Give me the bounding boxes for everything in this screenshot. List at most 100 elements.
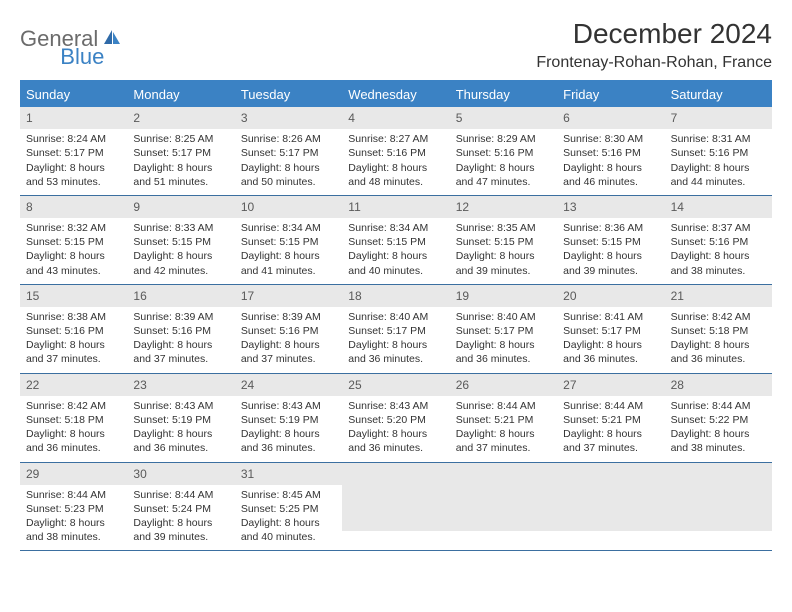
day-number: 10 [235,196,342,218]
day-cell: 7Sunrise: 8:31 AMSunset: 5:16 PMDaylight… [665,107,772,195]
day-cell: 5Sunrise: 8:29 AMSunset: 5:16 PMDaylight… [450,107,557,195]
week-row: 29Sunrise: 8:44 AMSunset: 5:23 PMDayligh… [20,463,772,552]
day-body: Sunrise: 8:35 AMSunset: 5:15 PMDaylight:… [450,218,557,284]
daylight-text: Daylight: 8 hours and 36 minutes. [563,338,658,366]
sunrise-text: Sunrise: 8:34 AM [241,221,336,235]
daylight-text: Daylight: 8 hours and 36 minutes. [671,338,766,366]
sunrise-text: Sunrise: 8:26 AM [241,132,336,146]
sunrise-text: Sunrise: 8:36 AM [563,221,658,235]
day-body: Sunrise: 8:42 AMSunset: 5:18 PMDaylight:… [665,307,772,373]
sunrise-text: Sunrise: 8:44 AM [563,399,658,413]
weekday-header: Sunday [20,82,127,107]
weekday-header: Tuesday [235,82,342,107]
day-number: 25 [342,374,449,396]
sunrise-text: Sunrise: 8:38 AM [26,310,121,324]
sunset-text: Sunset: 5:16 PM [241,324,336,338]
day-cell: 2Sunrise: 8:25 AMSunset: 5:17 PMDaylight… [127,107,234,195]
day-cell: 11Sunrise: 8:34 AMSunset: 5:15 PMDayligh… [342,196,449,284]
sunset-text: Sunset: 5:24 PM [133,502,228,516]
day-number: 27 [557,374,664,396]
day-cell: 16Sunrise: 8:39 AMSunset: 5:16 PMDayligh… [127,285,234,373]
day-cell: 21Sunrise: 8:42 AMSunset: 5:18 PMDayligh… [665,285,772,373]
day-number: 9 [127,196,234,218]
day-body: Sunrise: 8:38 AMSunset: 5:16 PMDaylight:… [20,307,127,373]
sunrise-text: Sunrise: 8:44 AM [133,488,228,502]
weekday-header: Monday [127,82,234,107]
sunset-text: Sunset: 5:15 PM [563,235,658,249]
sunrise-text: Sunrise: 8:34 AM [348,221,443,235]
day-number: 1 [20,107,127,129]
day-body: Sunrise: 8:44 AMSunset: 5:22 PMDaylight:… [665,396,772,462]
sunset-text: Sunset: 5:17 PM [133,146,228,160]
sunrise-text: Sunrise: 8:44 AM [26,488,121,502]
daylight-text: Daylight: 8 hours and 50 minutes. [241,161,336,189]
sunset-text: Sunset: 5:17 PM [241,146,336,160]
sunset-text: Sunset: 5:25 PM [241,502,336,516]
weekday-header: Thursday [450,82,557,107]
day-number: 16 [127,285,234,307]
day-body: Sunrise: 8:39 AMSunset: 5:16 PMDaylight:… [127,307,234,373]
day-body: Sunrise: 8:44 AMSunset: 5:23 PMDaylight:… [20,485,127,551]
day-body: Sunrise: 8:31 AMSunset: 5:16 PMDaylight:… [665,129,772,195]
daylight-text: Daylight: 8 hours and 37 minutes. [456,427,551,455]
day-number: 8 [20,196,127,218]
day-cell: 4Sunrise: 8:27 AMSunset: 5:16 PMDaylight… [342,107,449,195]
daylight-text: Daylight: 8 hours and 37 minutes. [133,338,228,366]
day-body: Sunrise: 8:40 AMSunset: 5:17 PMDaylight:… [342,307,449,373]
daylight-text: Daylight: 8 hours and 53 minutes. [26,161,121,189]
day-cell: 25Sunrise: 8:43 AMSunset: 5:20 PMDayligh… [342,374,449,462]
day-number: 23 [127,374,234,396]
sunset-text: Sunset: 5:21 PM [563,413,658,427]
sunrise-text: Sunrise: 8:35 AM [456,221,551,235]
sunrise-text: Sunrise: 8:39 AM [241,310,336,324]
day-body: Sunrise: 8:27 AMSunset: 5:16 PMDaylight:… [342,129,449,195]
week-row: 15Sunrise: 8:38 AMSunset: 5:16 PMDayligh… [20,285,772,374]
day-number: 13 [557,196,664,218]
day-body: Sunrise: 8:44 AMSunset: 5:24 PMDaylight:… [127,485,234,551]
day-body: Sunrise: 8:44 AMSunset: 5:21 PMDaylight:… [450,396,557,462]
daylight-text: Daylight: 8 hours and 51 minutes. [133,161,228,189]
day-number: 2 [127,107,234,129]
day-number: 31 [235,463,342,485]
day-body: Sunrise: 8:34 AMSunset: 5:15 PMDaylight:… [342,218,449,284]
sunset-text: Sunset: 5:16 PM [133,324,228,338]
daylight-text: Daylight: 8 hours and 36 minutes. [348,427,443,455]
sunrise-text: Sunrise: 8:44 AM [456,399,551,413]
week-row: 8Sunrise: 8:32 AMSunset: 5:15 PMDaylight… [20,196,772,285]
sunrise-text: Sunrise: 8:29 AM [456,132,551,146]
day-body: Sunrise: 8:43 AMSunset: 5:19 PMDaylight:… [235,396,342,462]
daylight-text: Daylight: 8 hours and 46 minutes. [563,161,658,189]
sunrise-text: Sunrise: 8:24 AM [26,132,121,146]
daylight-text: Daylight: 8 hours and 38 minutes. [671,249,766,277]
day-number: 24 [235,374,342,396]
sunset-text: Sunset: 5:15 PM [456,235,551,249]
day-body: Sunrise: 8:43 AMSunset: 5:19 PMDaylight:… [127,396,234,462]
day-number: 21 [665,285,772,307]
day-body: Sunrise: 8:29 AMSunset: 5:16 PMDaylight:… [450,129,557,195]
day-number: 12 [450,196,557,218]
day-cell: 9Sunrise: 8:33 AMSunset: 5:15 PMDaylight… [127,196,234,284]
sunset-text: Sunset: 5:17 PM [348,324,443,338]
week-row: 1Sunrise: 8:24 AMSunset: 5:17 PMDaylight… [20,107,772,196]
sunrise-text: Sunrise: 8:43 AM [241,399,336,413]
sunset-text: Sunset: 5:15 PM [348,235,443,249]
day-cell-empty [665,463,772,551]
sunset-text: Sunset: 5:22 PM [671,413,766,427]
day-number: 26 [450,374,557,396]
day-body: Sunrise: 8:30 AMSunset: 5:16 PMDaylight:… [557,129,664,195]
day-body: Sunrise: 8:44 AMSunset: 5:21 PMDaylight:… [557,396,664,462]
daylight-text: Daylight: 8 hours and 36 minutes. [241,427,336,455]
daylight-text: Daylight: 8 hours and 48 minutes. [348,161,443,189]
daylight-text: Daylight: 8 hours and 44 minutes. [671,161,766,189]
title-block: December 2024 Frontenay-Rohan-Rohan, Fra… [536,18,772,72]
sunset-text: Sunset: 5:16 PM [26,324,121,338]
day-cell: 12Sunrise: 8:35 AMSunset: 5:15 PMDayligh… [450,196,557,284]
daylight-text: Daylight: 8 hours and 37 minutes. [26,338,121,366]
daylight-text: Daylight: 8 hours and 37 minutes. [563,427,658,455]
day-body: Sunrise: 8:34 AMSunset: 5:15 PMDaylight:… [235,218,342,284]
daylight-text: Daylight: 8 hours and 38 minutes. [26,516,121,544]
day-body: Sunrise: 8:37 AMSunset: 5:16 PMDaylight:… [665,218,772,284]
daylight-text: Daylight: 8 hours and 36 minutes. [26,427,121,455]
day-number: 14 [665,196,772,218]
day-number: 20 [557,285,664,307]
